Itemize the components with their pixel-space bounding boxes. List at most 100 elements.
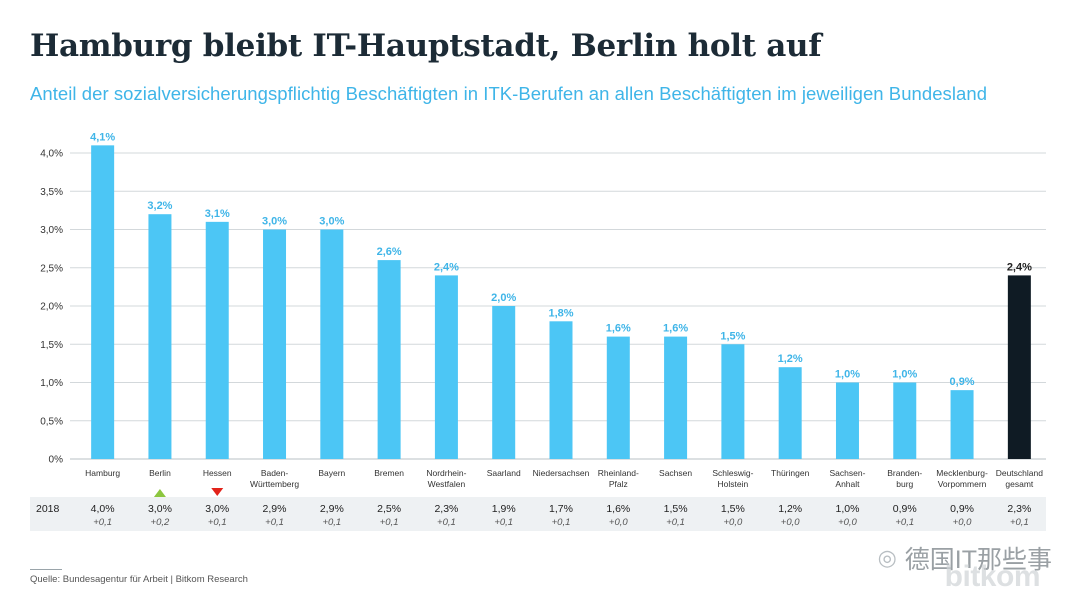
bar [434, 275, 458, 459]
x-tick-label: Anhalt [835, 479, 860, 489]
watermark: ◎ 德国IT那些事 [878, 540, 1052, 576]
x-tick-label: Bremen [374, 468, 404, 478]
comparison-row-label: 2018 [36, 503, 60, 515]
x-tick-label: Bayern [318, 468, 345, 478]
footer-divider [30, 569, 62, 570]
bar [893, 382, 917, 459]
y-tick-label: 3,0% [40, 225, 63, 236]
value-label: 3,0% [319, 216, 344, 228]
y-tick-label: 1,0% [40, 378, 63, 389]
comparison-value: 1,7% [549, 503, 573, 515]
x-tick-label: Vorpommern [938, 479, 987, 489]
bar [778, 367, 802, 459]
comparison-change: +0,1 [494, 517, 513, 528]
trend-down-icon [211, 488, 224, 496]
comparison-value: 1,5% [721, 503, 745, 515]
trend-up-icon [153, 489, 166, 497]
x-tick-label: Deutschland [996, 468, 1044, 478]
chart-title: Hamburg bleibt IT-Hauptstadt, Berlin hol… [30, 28, 822, 64]
comparison-change: +0,1 [1010, 517, 1029, 528]
x-tick-label: Branden- [887, 468, 922, 478]
value-label: 3,1% [205, 208, 230, 220]
bar [549, 321, 573, 459]
x-tick-label: Schleswig- [712, 468, 753, 478]
value-label: 1,8% [548, 307, 573, 319]
bar [950, 390, 974, 459]
value-label: 2,6% [377, 246, 402, 258]
x-tick-label: Hessen [203, 468, 232, 478]
x-tick-label: Sachsen [659, 468, 692, 478]
bitkom-logo: bitkom [944, 560, 1041, 593]
comparison-value: 2,3% [1007, 503, 1031, 515]
bar [606, 336, 630, 459]
comparison-change: +0,1 [265, 517, 284, 528]
comparison-value: 1,0% [836, 503, 860, 515]
bar [1007, 275, 1031, 459]
x-tick-label: Westfalen [428, 479, 466, 489]
x-tick-label: Nordrhein- [426, 468, 466, 478]
comparison-change: +0,2 [151, 517, 170, 528]
comparison-change: +0,1 [437, 517, 456, 528]
y-tick-label: 3,5% [40, 187, 63, 198]
comparison-change: +0,1 [380, 517, 399, 528]
comparison-value: 1,5% [664, 503, 688, 515]
comparison-value: 2,9% [263, 503, 287, 515]
bar [377, 260, 401, 459]
value-label: 4,1% [90, 131, 115, 143]
comparison-value: 1,6% [606, 503, 630, 515]
comparison-change: +0,1 [208, 517, 227, 528]
bar-chart: 0% 0,5% 1,0% 1,5% 2,0% 2,5% 3,0% 3,5% 4,0% 2018 4,… [30, 131, 1046, 531]
comparison-change: +0,1 [666, 517, 685, 528]
value-label: 1,6% [663, 323, 688, 335]
x-tick-label: Rheinland- [598, 468, 639, 478]
y-tick-label: 1,5% [40, 340, 63, 351]
value-label: 1,5% [720, 330, 745, 342]
comparison-change: +0,1 [322, 517, 341, 528]
comparison-change: +0,1 [552, 517, 571, 528]
x-tick-label: gesamt [1005, 479, 1034, 489]
x-tick-label: burg [896, 479, 913, 489]
value-label: 1,6% [606, 323, 631, 335]
x-tick-label: Thüringen [771, 468, 810, 478]
comparison-value: 2,5% [377, 503, 401, 515]
comparison-value: 2,3% [434, 503, 458, 515]
source-note: Quelle: Bundesagentur für Arbeit | Bitko… [30, 574, 248, 585]
bar [664, 336, 688, 459]
x-tick-label: Berlin [149, 468, 171, 478]
value-label: 2,4% [1007, 261, 1032, 273]
watermark-text: 德国IT那些事 [904, 546, 1052, 574]
comparison-value: 4,0% [91, 503, 115, 515]
comparison-value: 0,9% [950, 503, 974, 515]
comparison-value: 1,9% [492, 503, 516, 515]
comparison-change: +0,0 [723, 517, 742, 528]
bar [835, 382, 859, 459]
comparison-change: +0,1 [895, 517, 914, 528]
value-label: 3,2% [147, 200, 172, 212]
value-label: 2,4% [434, 261, 459, 273]
x-tick-label: Württemberg [250, 479, 299, 489]
y-tick-label: 0,5% [40, 416, 63, 427]
bar [721, 344, 745, 459]
bar [205, 221, 229, 459]
y-tick-label: 2,0% [40, 302, 63, 313]
chart-subtitle: Anteil der sozialversicherungspflichtig … [30, 83, 988, 104]
x-tick-label: Hamburg [85, 468, 120, 478]
x-tick-label: Holstein [718, 479, 749, 489]
x-tick-label: Saarland [487, 468, 521, 478]
value-label: 1,0% [892, 369, 917, 381]
value-label: 1,0% [835, 369, 860, 381]
comparison-value: 2,9% [320, 503, 344, 515]
y-tick-label: 2,5% [40, 263, 63, 274]
comparison-change: +0,0 [781, 517, 800, 528]
comparison-row-band [30, 497, 1046, 531]
comparison-value: 3,0% [148, 503, 172, 515]
comparison-change: +0,0 [953, 517, 972, 528]
comparison-change: +0,1 [93, 517, 112, 528]
x-tick-label: Mecklenburg- [936, 468, 988, 478]
value-label: 1,2% [778, 353, 803, 365]
value-label: 2,0% [491, 292, 516, 304]
bar [263, 229, 287, 459]
y-tick-label: 0% [49, 455, 64, 466]
comparison-value: 3,0% [205, 503, 229, 515]
wechat-icon: ◎ [877, 545, 897, 570]
